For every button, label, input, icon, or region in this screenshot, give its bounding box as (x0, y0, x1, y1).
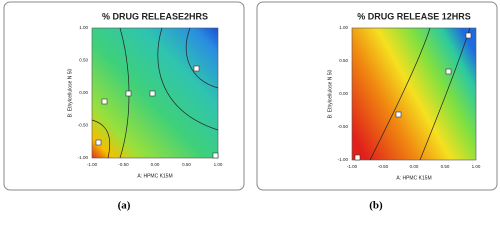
y-axis-label: B: Ethylcellulose N 50 (327, 69, 333, 118)
panel-title: % DRUG RELEASE 12HRS (357, 11, 471, 21)
x-tick-label: 1.00 (214, 162, 223, 167)
x-tick-label: 1.00 (472, 164, 481, 169)
x-axis-label: A: HPMC K15M (137, 173, 172, 179)
y-tick-label: 0.00 (339, 91, 348, 96)
caption: (a) (118, 200, 131, 212)
x-tick-label: 0.50 (182, 162, 191, 167)
y-tick-label: 0.00 (79, 90, 88, 95)
contour-line (157, 27, 219, 131)
x-tick-label: -0.50 (378, 164, 389, 169)
panel-title: % DRUG RELEASE2HRS (102, 11, 208, 21)
y-tick-label: -0.50 (338, 124, 349, 129)
contour-line (419, 27, 471, 161)
y-tick-label: 1.00 (339, 25, 348, 30)
y-tick-label: 1.00 (79, 25, 88, 30)
y-axis-label: B: Ethylcellulose N 50 (67, 68, 73, 117)
y-tick-label: -0.50 (78, 123, 89, 128)
x-tick-label: -0.50 (118, 162, 129, 167)
x-tick-label: -1.00 (87, 162, 98, 167)
contour-line (91, 119, 111, 159)
y-tick-label: -1.00 (338, 157, 349, 162)
contour-line (369, 27, 431, 161)
contour-field (351, 27, 477, 161)
y-tick-label: -1.00 (78, 155, 89, 160)
x-axis-label: A: HPMC K15M (396, 175, 431, 181)
x-tick-label: 0.00 (151, 162, 160, 167)
caption: (b) (369, 200, 383, 212)
figure: % DRUG RELEASE2HRS A: HPMC K15M B: Ethylce… (3, 1, 498, 212)
x-tick-label: -1.00 (347, 164, 358, 169)
y-tick-label: 0.50 (79, 58, 88, 63)
contour-line (185, 27, 219, 89)
x-tick-label: 0.50 (441, 164, 450, 169)
page: {"panels": [ {"title": "% DRUG RELEASE2H… (3, 1, 498, 212)
design-points (95, 32, 472, 161)
y-tick-label: 0.50 (339, 58, 348, 63)
x-tick-label: 0.00 (410, 164, 419, 169)
